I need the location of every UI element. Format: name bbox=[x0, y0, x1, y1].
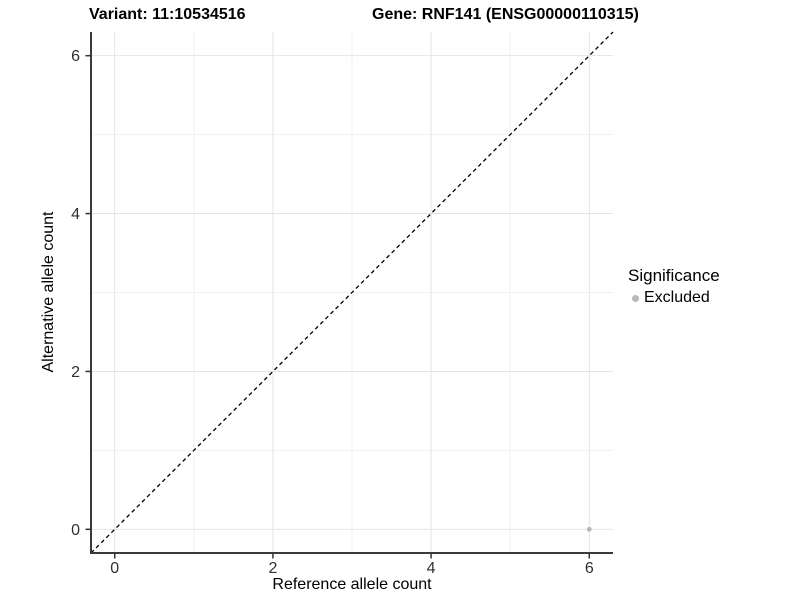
plot-title-variant: Variant: 11:10534516 bbox=[89, 6, 246, 23]
x-tick-label: 0 bbox=[110, 560, 119, 577]
axis-lines bbox=[90, 32, 613, 554]
x-axis-title: Reference allele count bbox=[272, 576, 432, 593]
data-point bbox=[586, 526, 592, 532]
legend-point-icon bbox=[632, 294, 639, 302]
legend-entry-excluded: Excluded bbox=[628, 288, 720, 308]
y-tick-label: 0 bbox=[71, 522, 80, 539]
legend-title: Significance bbox=[628, 266, 720, 285]
legend-entry-label: Excluded bbox=[644, 289, 710, 306]
legend: Significance Excluded bbox=[628, 265, 720, 308]
x-tick-label: 4 bbox=[427, 560, 436, 577]
y-axis-title: Alternative allele count bbox=[40, 211, 57, 373]
y-tick-label: 4 bbox=[71, 206, 80, 223]
identity-reference-line bbox=[90, 31, 614, 554]
x-tick-label: 6 bbox=[585, 560, 594, 577]
plot-title-gene: Gene: RNF141 (ENSG00000110315) bbox=[372, 6, 639, 23]
y-tick-label: 2 bbox=[71, 364, 80, 381]
y-tick-label: 6 bbox=[71, 48, 80, 65]
x-tick-label: 2 bbox=[268, 560, 277, 577]
